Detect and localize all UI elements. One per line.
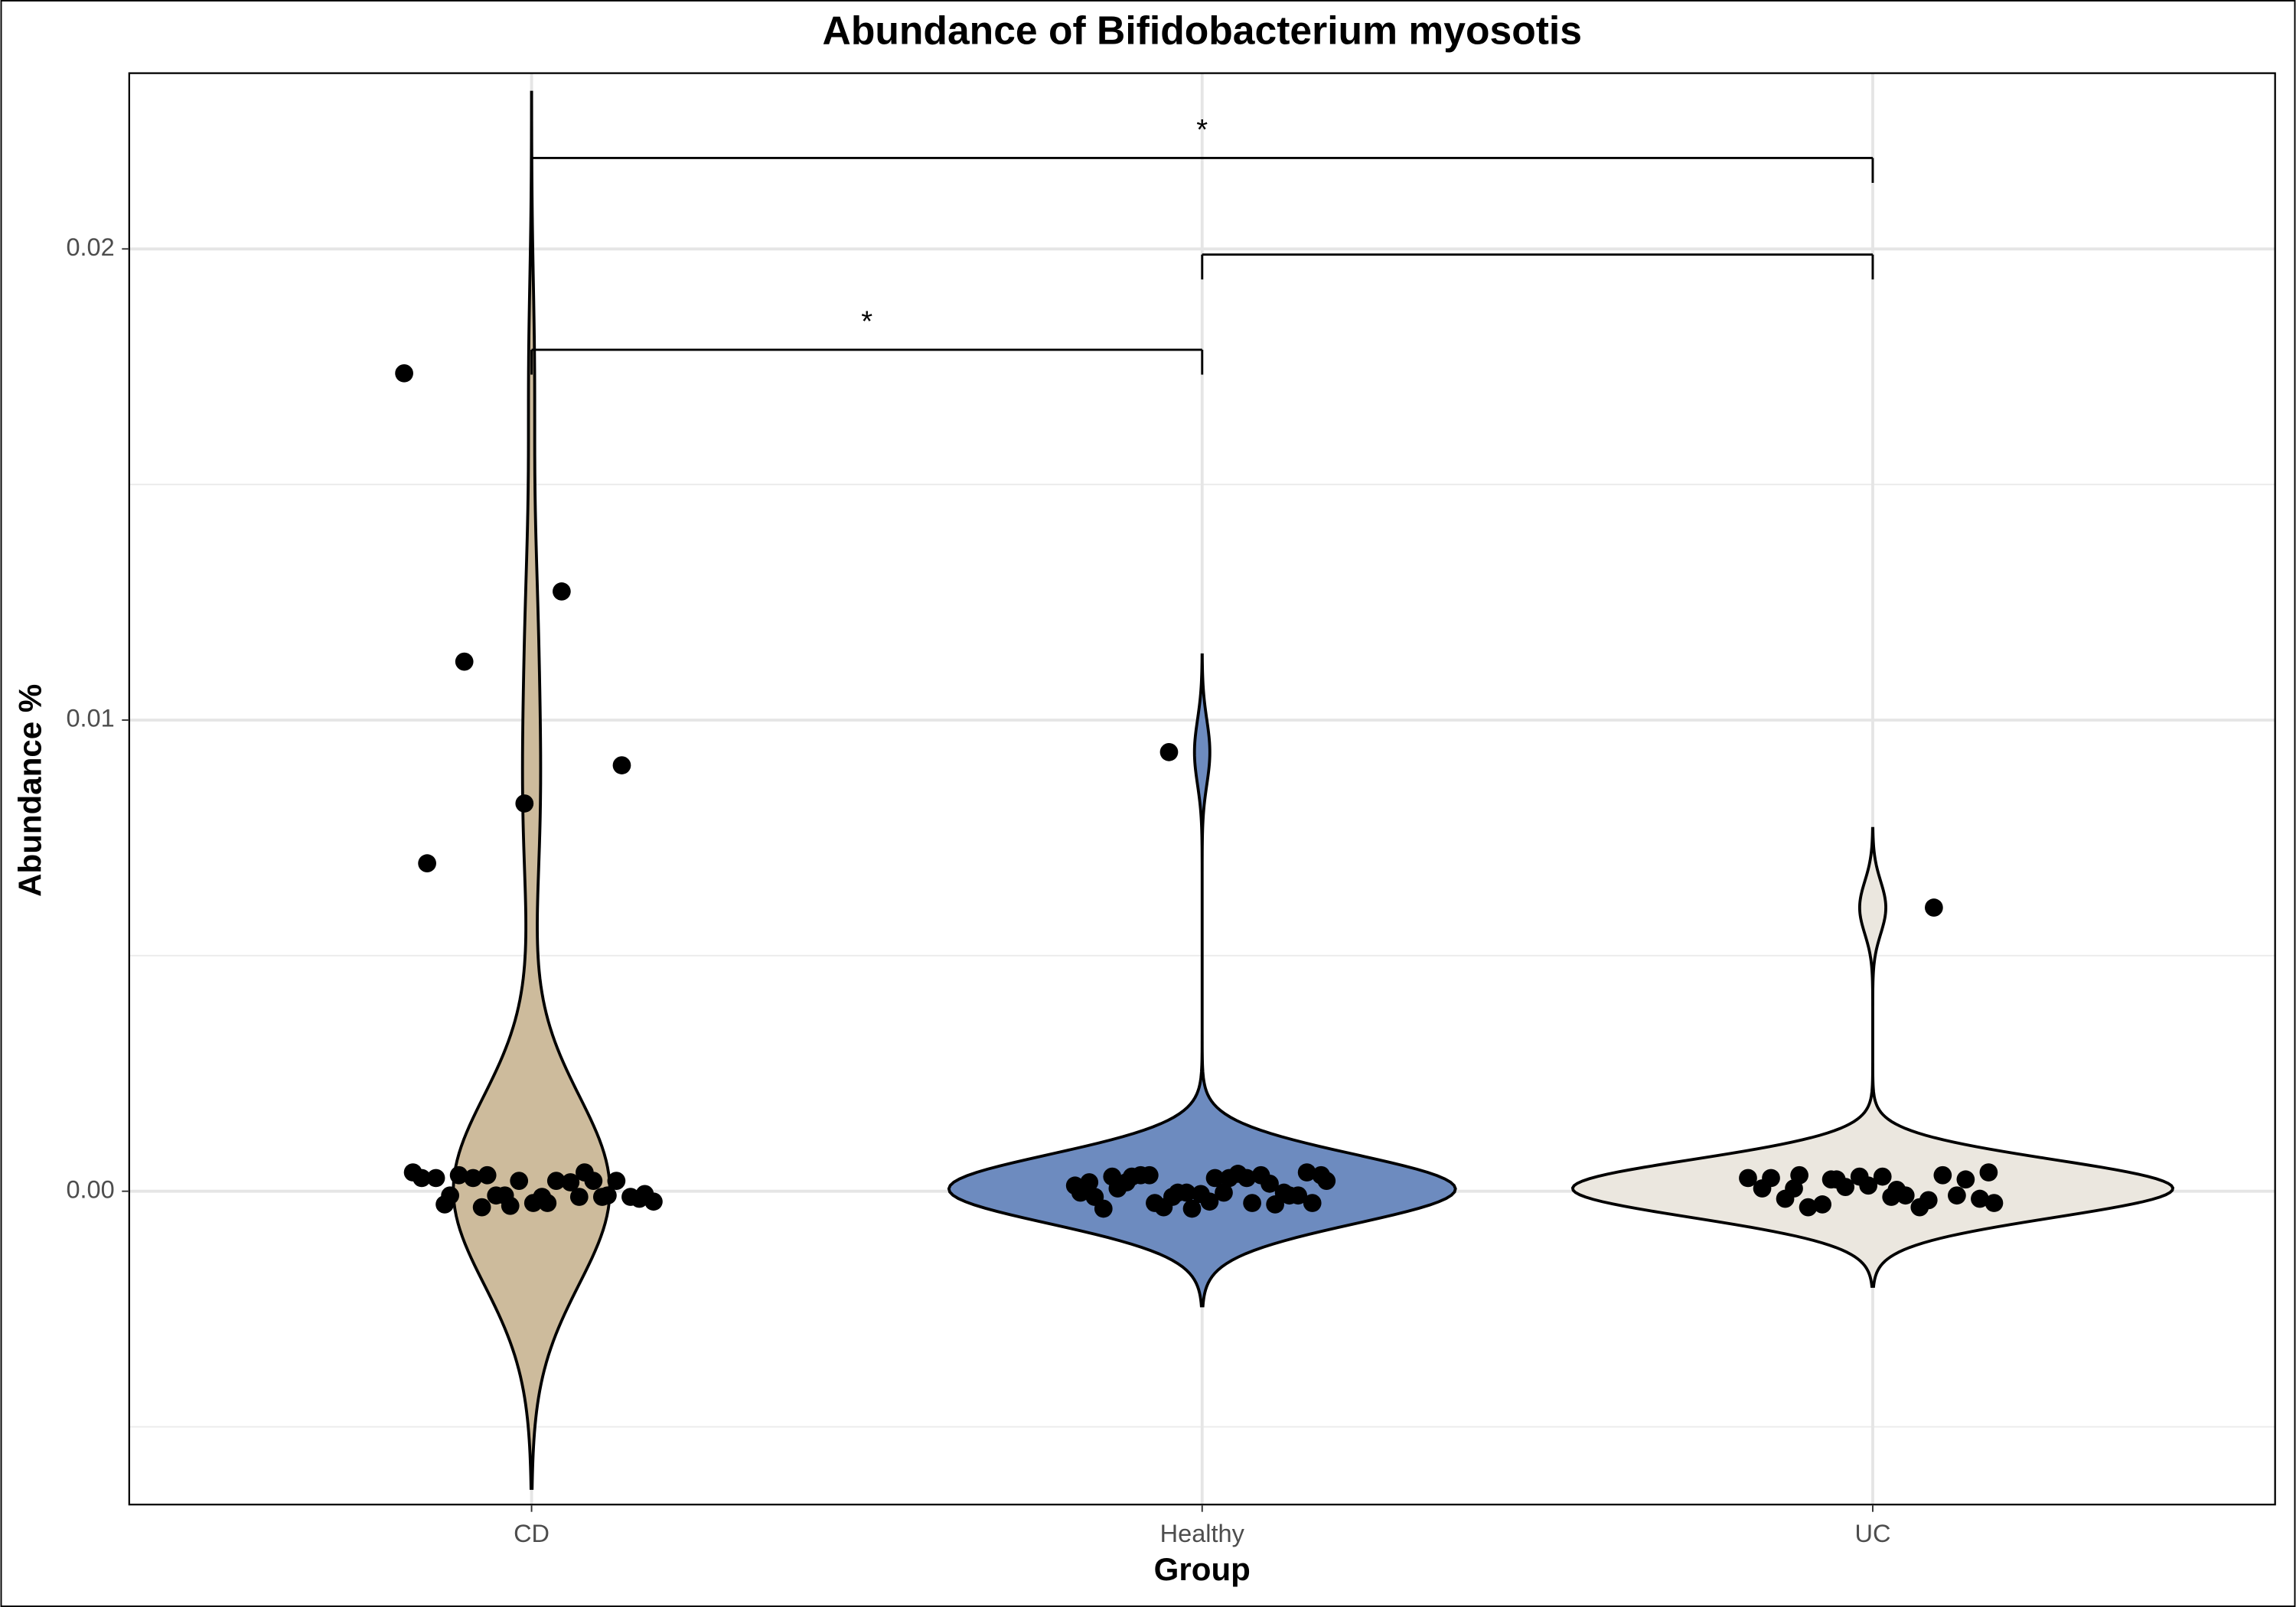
data-point	[426, 1169, 445, 1188]
data-point	[607, 1172, 626, 1190]
data-point	[455, 652, 474, 671]
data-point	[435, 1195, 454, 1214]
y-tick-label: 0.01	[66, 705, 114, 732]
data-point	[1948, 1186, 1966, 1205]
data-point	[495, 1186, 514, 1205]
data-point	[1859, 1176, 1878, 1195]
data-point	[464, 1169, 483, 1188]
data-point	[1821, 1170, 1841, 1189]
data-point	[1925, 898, 1943, 917]
data-point	[1979, 1163, 1998, 1182]
data-point	[1140, 1165, 1159, 1185]
data-point	[546, 1172, 566, 1190]
data-point	[1103, 1167, 1122, 1186]
y-tick-label: 0.02	[66, 233, 114, 261]
data-point	[478, 1165, 497, 1185]
x-tick-label: UC	[1854, 1520, 1890, 1547]
data-point	[1094, 1199, 1113, 1218]
x-tick-label: CD	[514, 1520, 550, 1547]
data-point	[533, 1188, 552, 1206]
y-axis-title: Abundance %	[12, 684, 48, 897]
violin	[947, 653, 1457, 1308]
data-point	[644, 1192, 663, 1211]
data-point	[1739, 1169, 1757, 1188]
data-point	[1080, 1173, 1099, 1191]
data-point	[1785, 1179, 1803, 1198]
data-point	[1813, 1195, 1831, 1214]
data-point	[1799, 1198, 1818, 1217]
significance-label: *	[1196, 113, 1208, 146]
data-point	[1163, 1188, 1182, 1206]
brackets: **	[530, 113, 1874, 375]
data-point	[1065, 1176, 1084, 1195]
data-point	[413, 1169, 431, 1188]
violins	[452, 90, 2175, 1490]
data-point	[1896, 1186, 1915, 1205]
y-tick-label: 0.00	[66, 1175, 114, 1203]
data-point	[1117, 1173, 1136, 1191]
data-point	[1215, 1183, 1233, 1202]
data-point	[612, 756, 631, 774]
data-point	[1238, 1169, 1256, 1188]
data-point	[418, 854, 436, 873]
violin	[452, 90, 612, 1490]
chart-title: Abundance of Bifidobacterium myosotis	[823, 8, 1582, 53]
data-point	[1956, 1170, 1975, 1189]
data-point	[630, 1189, 649, 1208]
data-point	[1971, 1189, 1989, 1208]
data-point	[584, 1172, 603, 1190]
data-point	[1297, 1163, 1316, 1182]
x-tick-label: Healthy	[1160, 1520, 1245, 1547]
data-point	[569, 1188, 589, 1206]
data-point	[1182, 1199, 1202, 1218]
data-point	[561, 1173, 580, 1191]
data-point	[553, 582, 571, 601]
data-point	[510, 1172, 529, 1190]
data-point	[1919, 1191, 1938, 1210]
data-point	[1274, 1183, 1293, 1202]
data-point	[1177, 1183, 1196, 1202]
significance-label: *	[861, 305, 872, 338]
data-point	[1159, 742, 1179, 761]
data-point	[1882, 1188, 1901, 1206]
data-point	[1200, 1192, 1219, 1211]
data-point	[1873, 1167, 1892, 1186]
data-point	[1261, 1174, 1279, 1193]
data-point	[592, 1188, 612, 1206]
data-point	[395, 363, 413, 383]
data-point	[1303, 1194, 1322, 1212]
data-point	[515, 794, 534, 813]
data-point	[1762, 1169, 1780, 1188]
data-point	[1243, 1194, 1261, 1212]
data-point	[449, 1165, 468, 1185]
data-point	[1312, 1165, 1331, 1185]
data-point	[472, 1198, 491, 1217]
data-point	[1836, 1178, 1855, 1196]
data-point	[1985, 1194, 2004, 1212]
data-point	[1933, 1165, 1952, 1185]
axes: 0.00 0.01 0.02 CD Healthy UC	[66, 233, 1890, 1547]
points	[395, 363, 2004, 1218]
violin	[1570, 826, 2175, 1288]
x-axis-title: Group	[1154, 1551, 1251, 1587]
data-point	[1205, 1169, 1225, 1188]
data-point	[1289, 1186, 1308, 1205]
